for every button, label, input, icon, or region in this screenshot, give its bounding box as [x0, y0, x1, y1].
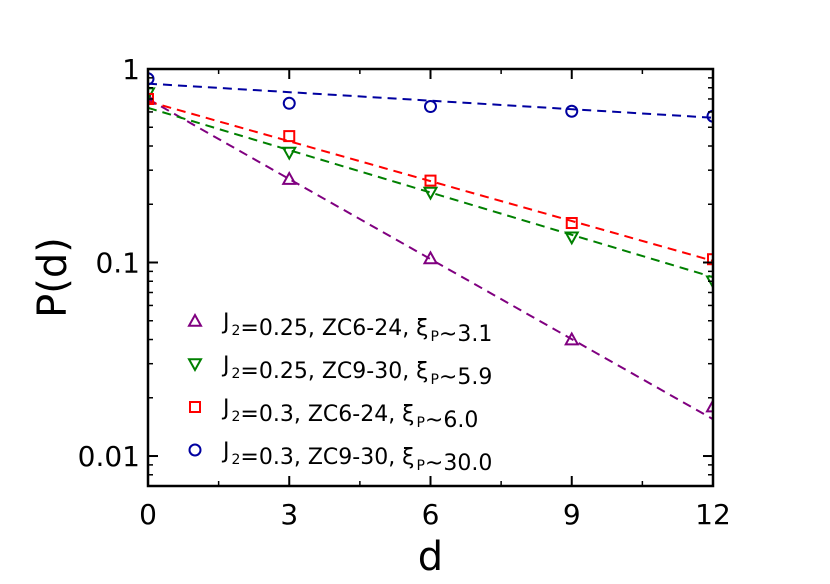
y-tick-label: 0.01 [78, 440, 140, 473]
data-point [565, 217, 578, 230]
y-tick-label: 1 [122, 53, 140, 86]
fit-line [148, 106, 713, 279]
legend-marker [187, 358, 203, 373]
axis-ticks [147, 68, 714, 487]
x-tick-label: 0 [139, 498, 157, 531]
data-point [422, 186, 439, 201]
legend-label: J 2=0.25, ZC9-30, ξ P~5.9 [221, 353, 492, 390]
data-point [565, 104, 579, 118]
x-tick-label: 6 [422, 498, 440, 531]
x-tick-label: 12 [695, 498, 731, 531]
fit-line [148, 100, 713, 262]
data-point [707, 253, 713, 266]
legend-subscript: 2 [232, 452, 241, 468]
legend-subscript: P [416, 415, 424, 431]
tick-labels: 0 3 6 9 12 0.01 0.1 1 [78, 53, 731, 531]
legend-subscript: 2 [232, 366, 241, 382]
legend-label: J 2=0.3, ZC9-30, ξ P~30.0 [221, 439, 492, 476]
data-point [283, 130, 296, 143]
x-tick-label: 9 [563, 498, 581, 531]
legend-text-part: J [221, 353, 230, 378]
legend-subscript: 2 [232, 409, 241, 425]
y-tick-label: 0.1 [95, 247, 140, 280]
legend-text-part: J [221, 310, 230, 335]
legend-marker [188, 443, 202, 457]
data-point [422, 250, 439, 265]
y-axis-label: P(d) [30, 237, 76, 318]
x-tick-label: 3 [280, 498, 298, 531]
fit-lines [148, 82, 713, 421]
legend-text-part: ~6.0 [425, 408, 478, 433]
legend-text-part: J [221, 439, 230, 464]
legend-label: J 2=0.3, ZC6-24, ξ P~6.0 [221, 396, 478, 433]
fit-line [148, 98, 713, 421]
data-point [281, 146, 297, 161]
data-point [281, 170, 297, 185]
legend-text-part: =0.3, ZC9-30, ξ [240, 445, 414, 470]
legend-subscript: 2 [232, 323, 241, 339]
legend-label: J 2=0.25, ZC6-24, ξ P~3.1 [221, 310, 492, 347]
legend-subscript: P [430, 372, 438, 388]
legend-subscript: P [430, 329, 438, 345]
legend-marker [189, 401, 201, 413]
legend-marker [187, 312, 203, 327]
legend-text-part: ~3.1 [439, 322, 492, 347]
data-point [282, 96, 296, 110]
data-point [705, 398, 713, 413]
fit-line [148, 82, 713, 119]
legend-text-part: =0.25, ZC9-30, ξ [240, 359, 428, 384]
data-point [424, 100, 437, 114]
legend-subscript: P [416, 458, 424, 474]
legend-text-part: =0.25, ZC6-24, ξ [240, 316, 428, 341]
legend-text-part: ~5.9 [439, 365, 492, 390]
x-axis-label: d [418, 534, 443, 580]
data-point [424, 174, 437, 187]
data-point [564, 231, 580, 246]
data-point [706, 109, 713, 123]
legend-text-part: J [221, 396, 230, 421]
legend: J 2=0.25, ZC6-24, ξ P~3.1J 2=0.25, ZC9-30, … [187, 310, 492, 476]
data-point [564, 331, 580, 346]
legend-text-part: =0.3, ZC6-24, ξ [240, 402, 414, 427]
data-point [148, 72, 155, 86]
legend-text-part: ~30.0 [425, 451, 492, 476]
